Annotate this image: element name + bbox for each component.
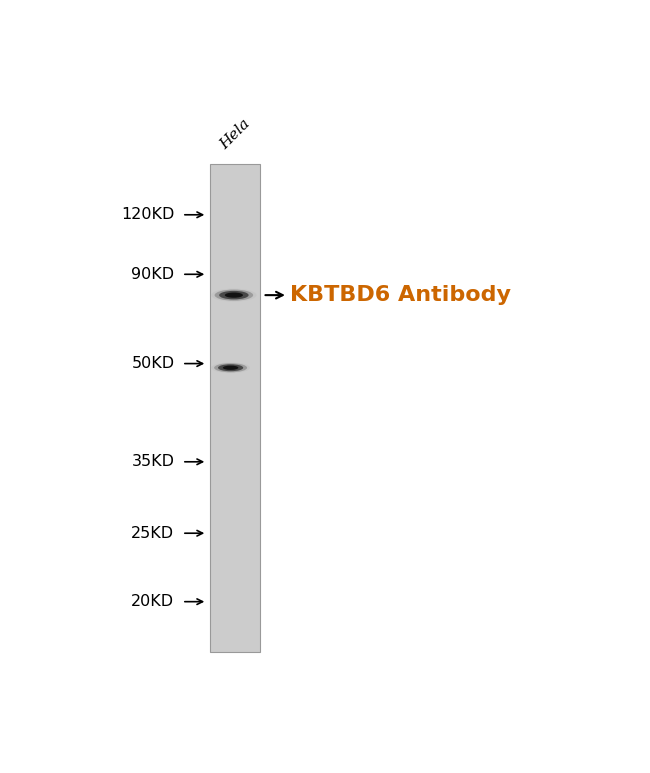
Ellipse shape (211, 288, 257, 301)
Text: 90KD: 90KD (131, 267, 174, 282)
Text: 35KD: 35KD (131, 455, 174, 469)
Text: 20KD: 20KD (131, 594, 174, 609)
Ellipse shape (218, 364, 243, 371)
Text: Hela: Hela (217, 117, 253, 152)
Ellipse shape (214, 363, 247, 373)
Text: 25KD: 25KD (131, 526, 174, 541)
Text: 120KD: 120KD (121, 207, 174, 223)
Text: 50KD: 50KD (131, 356, 174, 371)
Ellipse shape (211, 363, 250, 373)
Ellipse shape (225, 292, 243, 298)
Text: KBTBD6 Antibody: KBTBD6 Antibody (291, 285, 512, 305)
Ellipse shape (219, 291, 248, 299)
Ellipse shape (223, 366, 239, 370)
Bar (210, 164, 260, 652)
Ellipse shape (214, 290, 253, 301)
